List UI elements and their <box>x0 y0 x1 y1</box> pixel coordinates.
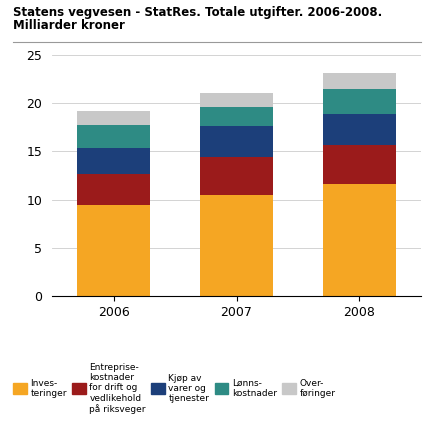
Bar <box>77 173 151 206</box>
Bar <box>200 157 273 195</box>
Bar <box>322 73 396 89</box>
Bar <box>200 195 273 296</box>
Bar <box>77 111 151 125</box>
Bar <box>200 107 273 126</box>
Text: Statens vegvesen - StatRes. Totale utgifter. 2006-2008.: Statens vegvesen - StatRes. Totale utgif… <box>13 6 382 19</box>
Bar <box>200 93 273 107</box>
Bar <box>322 145 396 184</box>
Text: Milliarder kroner: Milliarder kroner <box>13 19 125 32</box>
Bar <box>322 184 396 296</box>
Bar <box>200 126 273 157</box>
Bar <box>77 206 151 296</box>
Legend: Inves-
teringer, Entreprise-
kostnader
for drift og
vedlikehold
på riksveger, Kj: Inves- teringer, Entreprise- kostnader f… <box>13 363 335 414</box>
Bar <box>322 89 396 114</box>
Bar <box>77 125 151 148</box>
Bar <box>77 148 151 173</box>
Bar <box>322 114 396 145</box>
